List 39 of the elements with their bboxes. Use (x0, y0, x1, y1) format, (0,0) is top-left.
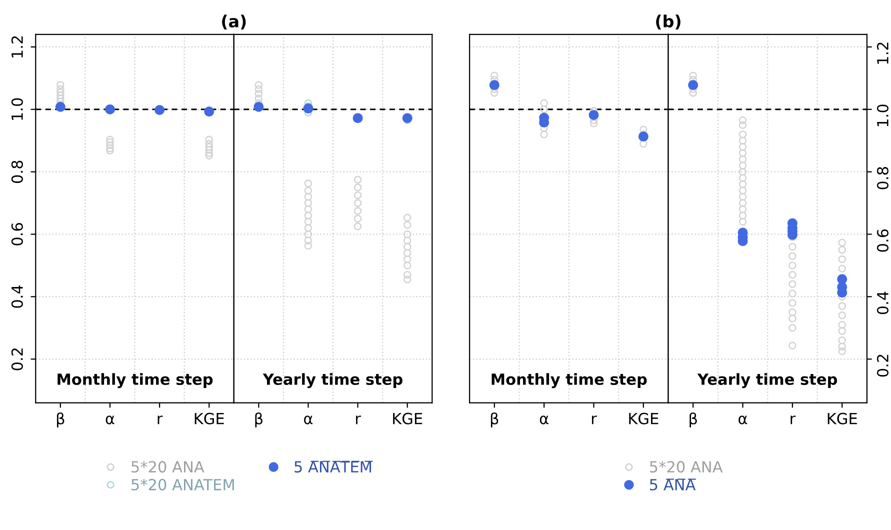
legend-label: 5*20 ANA (132, 461, 204, 473)
annotation: Monthly time step (58, 373, 213, 388)
x-tick-label: r (790, 416, 796, 424)
annotation: Monthly time step (492, 373, 647, 388)
y-tick-label: 0.2 (11, 348, 23, 370)
x-tick-label: r (592, 416, 597, 424)
y-tick-label: 1.2 (11, 36, 23, 58)
y2-tick-label: 0.8 (876, 167, 888, 190)
x-tick-label: β (56, 412, 64, 428)
x-tick-label: α (540, 416, 548, 424)
x-tick-label: α (106, 416, 114, 424)
x-tick-label: KGE (393, 412, 422, 424)
chart-title: (a) (222, 14, 246, 30)
y-tick-label: 1.0 (11, 98, 23, 120)
annotation: Yearly time step (697, 373, 838, 388)
x-tick-label: r (356, 416, 361, 424)
legend-label: 5*20 ANA (650, 461, 723, 473)
x-tick-label: KGE (194, 412, 224, 424)
x-tick-label: α (304, 416, 313, 424)
y-tick-label: 0.8 (11, 160, 23, 183)
x-tick-label: r (158, 416, 163, 424)
y-tick-label: 0.4 (11, 285, 23, 308)
y2-tick-label: 0.6 (876, 229, 888, 252)
x-tick-label: KGE (828, 412, 857, 424)
y2-tick-label: 1.0 (876, 104, 888, 126)
y2-tick-label: 0.2 (876, 354, 888, 377)
y-tick-label: 0.6 (11, 223, 23, 246)
y2-tick-label: 1.2 (876, 42, 888, 64)
x-tick-label: KGE (629, 412, 658, 424)
chart-title: (b) (656, 14, 680, 30)
x-tick-label: β (490, 412, 498, 428)
x-tick-label: α (738, 416, 748, 424)
x-tick-label: β (690, 412, 697, 428)
annotation: Yearly time step (262, 373, 402, 388)
y2-tick-label: 0.4 (876, 292, 888, 314)
legend-label: 5*20 ANATEM (132, 478, 234, 490)
legend-label: 5 A̅N̅A̅ (650, 478, 696, 490)
x-tick-label: β (255, 412, 262, 428)
legend-label: 5 A̅N̅A̅T̅E̅M̅ (294, 460, 373, 473)
